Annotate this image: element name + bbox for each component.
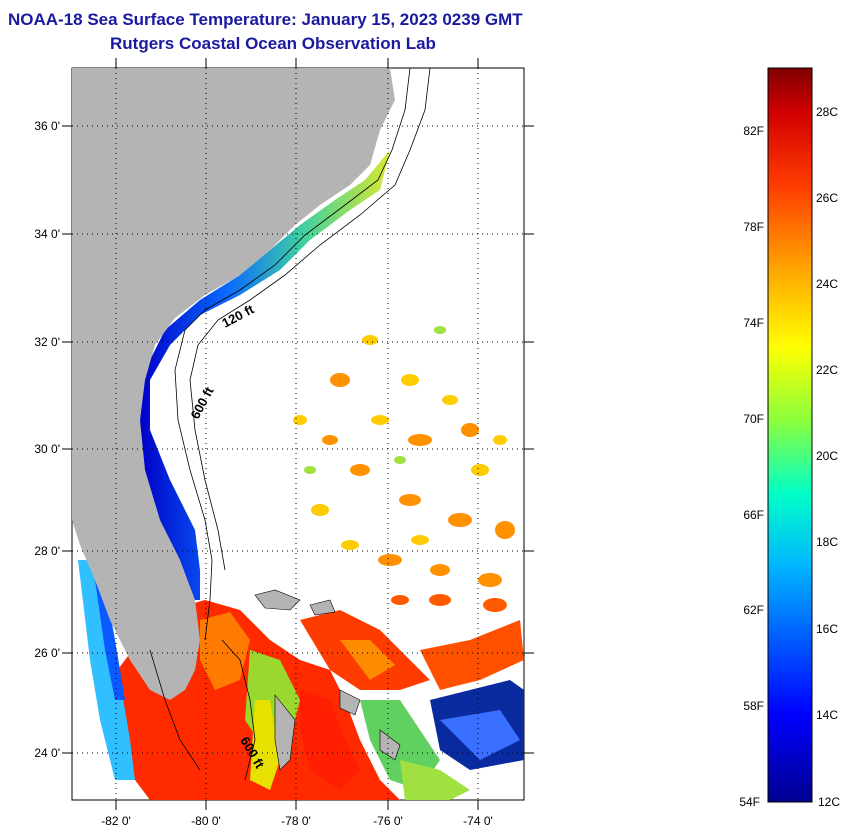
lat-label: 26 0' [34,646,60,660]
cb-c-label: 28C [816,105,838,119]
longitude-labels: -82 0' -80 0' -78 0' -76 0' -74 0' [101,814,493,828]
cb-c-label: 14C [816,708,838,722]
lon-label: -82 0' [101,814,131,828]
map-subtitle: Rutgers Coastal Ocean Observation Lab [110,34,436,53]
colorbar: 82F 78F 74F 70F 66F 62F 58F 54F 28C 26C … [739,67,840,809]
cb-c-label: 20C [816,449,838,463]
cb-c-label: 18C [816,535,838,549]
sst-data-layer [78,326,524,800]
lat-label: 30 0' [34,442,60,456]
cb-f-label: 74F [743,316,764,330]
cb-c-label: 22C [816,363,838,377]
frame-ticks [62,58,534,810]
graticule [72,68,524,800]
lon-label: -74 0' [463,814,493,828]
colorbar-celsius-labels: 28C 26C 24C 22C 20C 18C 16C 14C 12C [816,105,840,809]
lon-label: -80 0' [191,814,221,828]
cb-f-label: 66F [743,508,764,522]
colorbar-fahrenheit-labels: 82F 78F 74F 70F 66F 62F 58F 54F [739,124,764,809]
latitude-labels: 36 0' 34 0' 32 0' 30 0' 28 0' 26 0' 24 0… [34,119,60,760]
lat-label: 28 0' [34,544,60,558]
lon-label: -78 0' [281,814,311,828]
cb-f-label: 78F [743,220,764,234]
land-mass [72,68,395,700]
cb-f-label: 70F [743,412,764,426]
cb-f-label: 82F [743,124,764,138]
cb-c-label: 24C [816,277,838,291]
lat-label: 36 0' [34,119,60,133]
bahamas-islands [254,589,401,771]
cb-c-label: 12C [818,795,840,809]
cb-c-label: 16C [816,622,838,636]
colorbar-gradient [767,67,813,803]
cb-f-label: 62F [743,603,764,617]
map-title: NOAA-18 Sea Surface Temperature: January… [8,10,523,29]
lon-label: -76 0' [373,814,403,828]
cb-f-label: 54F [739,795,760,809]
lat-label: 24 0' [34,746,60,760]
cb-f-label: 58F [743,699,764,713]
lat-label: 32 0' [34,335,60,349]
coastal-sst-band [140,150,390,600]
bathymetry-contours [149,68,431,781]
cb-c-label: 26C [816,191,838,205]
lat-label: 34 0' [34,227,60,241]
